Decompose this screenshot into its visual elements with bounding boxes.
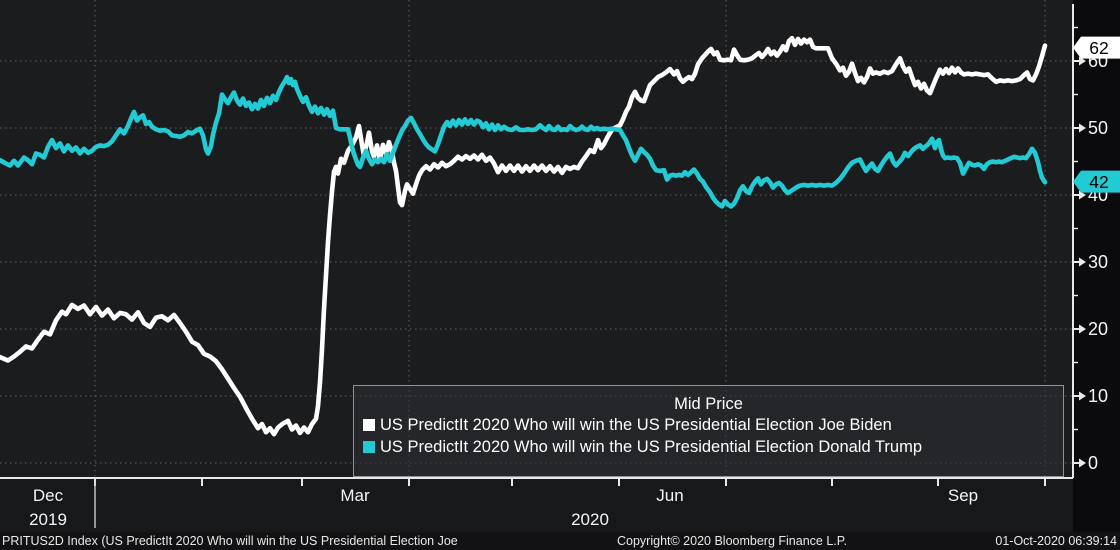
x-axis-band (0, 478, 1073, 532)
y-tick-arrow-icon (1079, 391, 1086, 401)
legend-item-biden[interactable]: US PredictIt 2020 Who will win the US Pr… (354, 414, 1063, 436)
trump-last-value-tag: 42 (1089, 172, 1108, 192)
timestamp-text: 01-Oct-2020 06:39:14 (995, 534, 1117, 548)
y-tick-arrow-icon (1079, 123, 1086, 133)
biden-last-value-tag-shape (1073, 36, 1120, 59)
status-bar: PRITUS2D Index (US PredictIt 2020 Who wi… (0, 532, 1120, 550)
y-tick-arrow-icon (1079, 324, 1086, 334)
x-month-label: Sep (948, 486, 978, 505)
y-tick-arrow-icon (1079, 190, 1086, 200)
y-tick-label: 0 (1088, 453, 1098, 473)
legend-item-trump-label: US PredictIt 2020 Who will win the US Pr… (380, 438, 922, 456)
biden-series-line (0, 35, 1048, 437)
x-month-label: Jun (656, 486, 683, 505)
legend-item-biden-label: US PredictIt 2020 Who will win the US Pr… (380, 416, 892, 434)
y-tick-arrow-icon (1079, 458, 1086, 468)
biden-swatch-icon (363, 419, 375, 431)
y-axis-band (1073, 0, 1120, 532)
trump-last-value-tag-shape (1073, 170, 1120, 193)
y-tick-label: 10 (1088, 386, 1108, 406)
legend-title: Mid Price (674, 395, 743, 413)
legend-item-trump[interactable]: US PredictIt 2020 Who will win the US Pr… (354, 436, 1063, 458)
ticker-description-text: PRITUS2D Index (US PredictIt 2020 Who wi… (2, 534, 458, 548)
legend-box: Mid Price US PredictIt 2020 Who will win… (353, 385, 1064, 477)
x-year-label: 2019 (29, 510, 67, 529)
x-month-label: Mar (340, 486, 370, 505)
trump-swatch-icon (363, 441, 375, 453)
trump-series-line (0, 74, 1048, 209)
x-year-label: 2020 (571, 510, 609, 529)
x-month-label: Dec (33, 486, 64, 505)
y-tick-label: 50 (1088, 118, 1108, 138)
y-tick-label: 30 (1088, 252, 1108, 272)
copyright-text: Copyright© 2020 Bloomberg Finance L.P. (617, 534, 847, 548)
y-tick-label: 20 (1088, 319, 1108, 339)
y-tick-arrow-icon (1079, 257, 1086, 267)
biden-last-value-tag: 62 (1089, 38, 1108, 58)
y-tick-arrow-icon (1079, 56, 1086, 66)
